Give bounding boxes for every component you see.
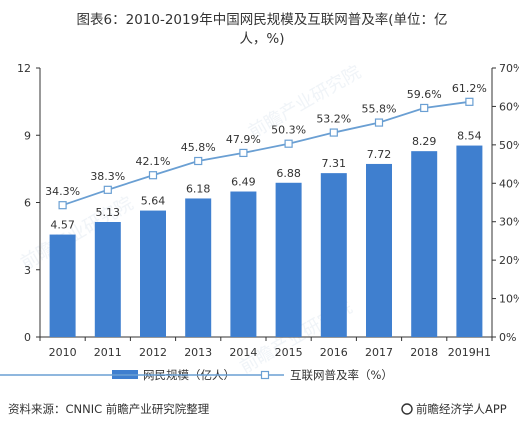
- x-tick-label: 2012: [139, 346, 167, 359]
- bar-value-label: 6.88: [276, 167, 301, 180]
- line-point: [329, 128, 338, 137]
- source-note: 资料来源：CNNIC 前瞻产业研究院整理: [8, 402, 210, 416]
- left-tick-label: 6: [24, 197, 31, 210]
- bar: [94, 222, 121, 337]
- data-labels: 4.57 5.13 5.64 6.18 6.49 6.88 7.31 7.72 8.29 8.54…: [45, 82, 487, 232]
- line-point: [465, 97, 474, 106]
- line-point: [58, 201, 67, 210]
- right-tick-label: 70%: [499, 62, 519, 75]
- bar-value-label: 6.49: [231, 176, 256, 189]
- bar-value-label: 8.29: [412, 135, 437, 148]
- line-value-label: 42.1%: [136, 155, 171, 168]
- chart-title-line1: 图表6：2010-2019年中国网民规模及互联网普及率(单位：亿: [77, 11, 448, 28]
- brand: 前瞻经济学人APP: [401, 402, 507, 416]
- line-value-label: 55.8%: [362, 103, 397, 116]
- line-point: [148, 171, 158, 180]
- x-tick-label: 2015: [275, 346, 303, 359]
- bar: [230, 191, 257, 337]
- right-tick-label: 10%: [499, 293, 519, 306]
- line-point: [284, 139, 293, 148]
- bar: [366, 163, 392, 337]
- brand-name: 前瞻经济学人APP: [416, 402, 507, 416]
- line-value-label: 34.3%: [45, 185, 80, 198]
- left-tick-label: 3: [24, 264, 31, 277]
- line-point: [103, 185, 112, 194]
- bar-value-label: 4.57: [50, 219, 75, 232]
- line-point: [374, 118, 384, 127]
- bar: [411, 151, 438, 337]
- line-series: [58, 97, 474, 210]
- x-tick-label: 2019H1: [448, 346, 491, 359]
- line-value-label: 47.9%: [226, 133, 261, 146]
- bar-value-label: 7.31: [322, 157, 347, 170]
- left-tick-label: 12: [17, 62, 31, 75]
- x-tick-label: 2014: [229, 346, 257, 359]
- line-value-label: 53.2%: [316, 113, 351, 126]
- x-tick-label: 2016: [320, 346, 348, 359]
- left-tick-label: 0: [24, 331, 31, 344]
- bar: [456, 145, 483, 337]
- x-tick-label: 2017: [365, 346, 393, 359]
- bar: [140, 210, 166, 337]
- right-tick-label: 20%: [499, 254, 519, 267]
- right-tick-label: 40%: [499, 177, 519, 190]
- x-tick-label: 2011: [94, 346, 122, 359]
- axes: 0 3 6 9 12 0% 10% 20% 30% 40% 50% 60% 70% 2010 2011 201…: [17, 62, 519, 359]
- line-value-label: 50.3%: [271, 124, 306, 137]
- line-value-label: 59.6%: [407, 88, 442, 101]
- left-tick-label: 9: [24, 129, 31, 142]
- line-value-label: 45.8%: [181, 141, 216, 154]
- bar: [185, 198, 212, 337]
- penetration-line: [62, 100, 470, 207]
- line-point: [239, 148, 248, 158]
- x-tick-label: 2013: [184, 346, 212, 359]
- line-point: [420, 103, 429, 113]
- right-tick-label: 60%: [499, 100, 519, 113]
- bar: [275, 182, 302, 337]
- bar-value-label: 8.54: [457, 130, 482, 143]
- line-value-label: 61.2%: [452, 82, 487, 95]
- bar-value-label: 5.64: [141, 195, 166, 208]
- legend: 网民规模（亿人） 互联网普及率（%）: [0, 368, 393, 382]
- right-tick-label: 50%: [499, 139, 519, 152]
- bar-value-label: 7.72: [367, 148, 392, 161]
- right-tick-label: 30%: [499, 216, 519, 229]
- bar-series: [49, 145, 483, 337]
- chart-title-line2: 人，%): [239, 31, 284, 47]
- legend-line-marker: [260, 370, 270, 380]
- x-tick-label: 2018: [410, 346, 438, 359]
- line-value-label: 38.3%: [90, 170, 125, 183]
- brand-logo-icon: [401, 403, 413, 415]
- x-tick-label: 2010: [49, 346, 77, 359]
- bar: [320, 173, 347, 337]
- bar-value-label: 5.13: [96, 206, 121, 219]
- legend-line-label: 互联网普及率（%）: [290, 368, 393, 382]
- line-point: [194, 156, 203, 166]
- bar-value-label: 6.18: [186, 182, 211, 195]
- bar: [49, 234, 76, 337]
- right-tick-label: 0%: [499, 331, 516, 344]
